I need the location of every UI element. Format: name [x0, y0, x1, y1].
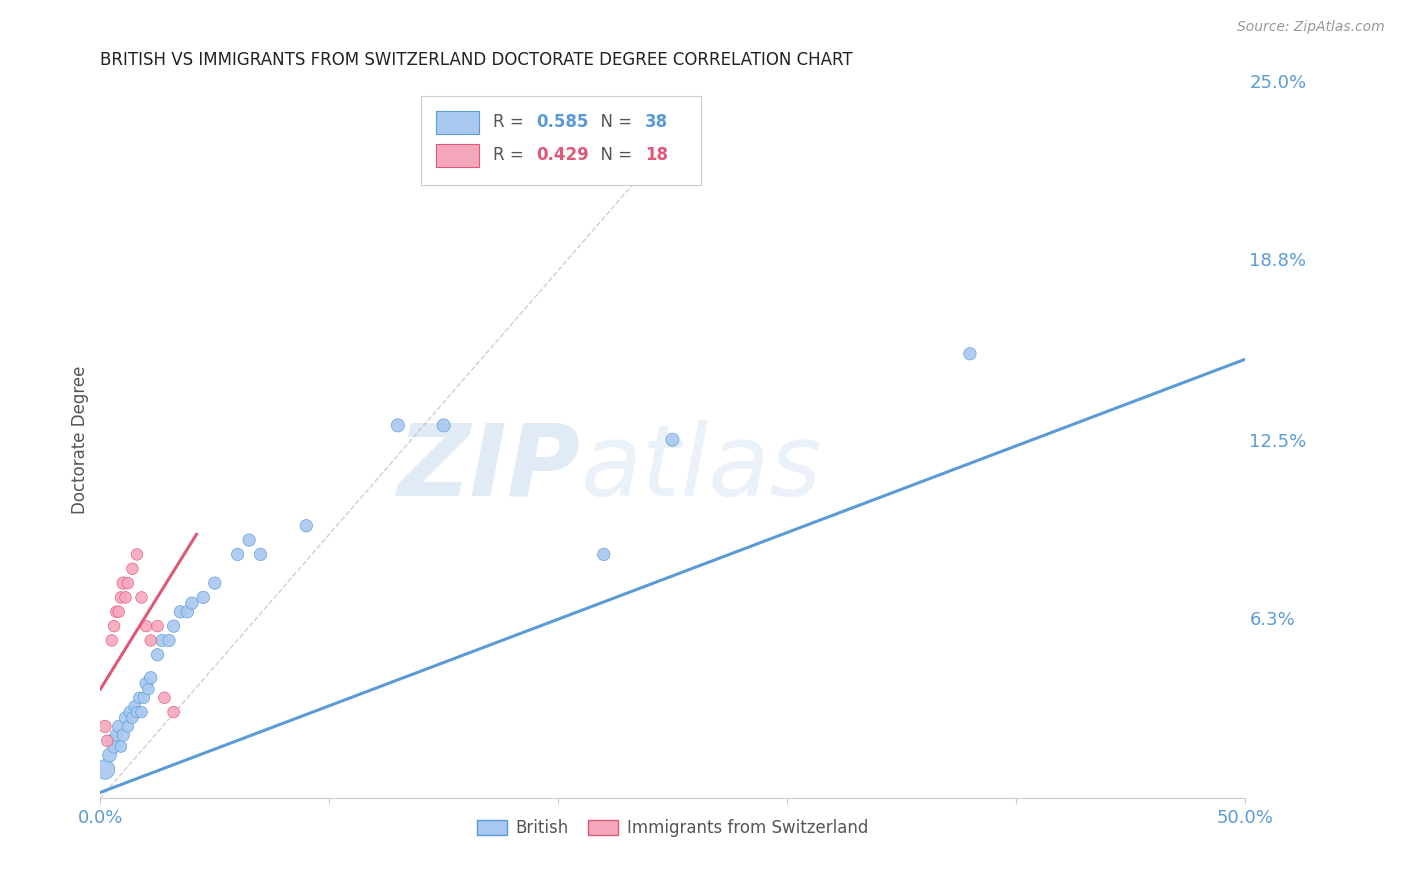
Point: [117, 719, 139, 733]
Text: 0.429: 0.429: [536, 146, 589, 164]
Point: [204, 576, 226, 591]
Point: [238, 533, 260, 547]
Point: [114, 591, 136, 605]
FancyBboxPatch shape: [436, 111, 479, 134]
Point: [139, 671, 162, 685]
Text: Source: ZipAtlas.com: Source: ZipAtlas.com: [1237, 20, 1385, 34]
Y-axis label: Doctorate Degree: Doctorate Degree: [72, 366, 89, 514]
Point: [124, 699, 146, 714]
Point: [98, 748, 121, 763]
Point: [125, 705, 148, 719]
Text: R =: R =: [494, 113, 529, 131]
FancyBboxPatch shape: [420, 95, 702, 186]
Point: [959, 347, 981, 361]
Point: [249, 548, 271, 562]
Point: [107, 719, 129, 733]
Point: [661, 433, 683, 447]
Point: [121, 711, 143, 725]
Point: [132, 690, 155, 705]
Point: [110, 739, 132, 754]
Text: atlas: atlas: [581, 420, 823, 517]
Point: [120, 705, 142, 719]
Point: [112, 728, 135, 742]
Text: 38: 38: [645, 113, 668, 131]
Text: R =: R =: [494, 146, 529, 164]
Point: [128, 690, 150, 705]
FancyBboxPatch shape: [436, 144, 479, 167]
Legend: British, Immigrants from Switzerland: British, Immigrants from Switzerland: [470, 813, 875, 844]
Point: [295, 518, 318, 533]
Point: [135, 619, 157, 633]
Point: [433, 418, 456, 433]
Point: [101, 633, 124, 648]
Point: [125, 548, 148, 562]
Point: [153, 690, 176, 705]
Point: [131, 705, 153, 719]
Point: [157, 633, 180, 648]
Text: N =: N =: [591, 146, 637, 164]
Point: [117, 576, 139, 591]
Point: [592, 548, 614, 562]
Point: [103, 619, 125, 633]
Point: [94, 763, 117, 777]
Point: [94, 719, 117, 733]
Point: [105, 605, 128, 619]
Point: [114, 711, 136, 725]
Text: BRITISH VS IMMIGRANTS FROM SWITZERLAND DOCTORATE DEGREE CORRELATION CHART: BRITISH VS IMMIGRANTS FROM SWITZERLAND D…: [100, 51, 853, 69]
Point: [101, 733, 124, 747]
Point: [139, 633, 162, 648]
Point: [150, 633, 173, 648]
Point: [110, 591, 132, 605]
Text: 0.585: 0.585: [536, 113, 589, 131]
Point: [180, 596, 202, 610]
Point: [146, 648, 169, 662]
Point: [121, 562, 143, 576]
Text: ZIP: ZIP: [398, 420, 581, 517]
Text: 18: 18: [645, 146, 668, 164]
Point: [138, 682, 160, 697]
Point: [387, 418, 409, 433]
Point: [176, 605, 198, 619]
Point: [135, 676, 157, 690]
Point: [96, 733, 118, 747]
Point: [169, 605, 191, 619]
Text: N =: N =: [591, 113, 637, 131]
Point: [112, 576, 135, 591]
Point: [162, 619, 184, 633]
Point: [105, 728, 128, 742]
Point: [193, 591, 215, 605]
Point: [131, 591, 153, 605]
Point: [162, 705, 184, 719]
Point: [107, 605, 129, 619]
Point: [226, 548, 249, 562]
Point: [103, 739, 125, 754]
Point: [146, 619, 169, 633]
